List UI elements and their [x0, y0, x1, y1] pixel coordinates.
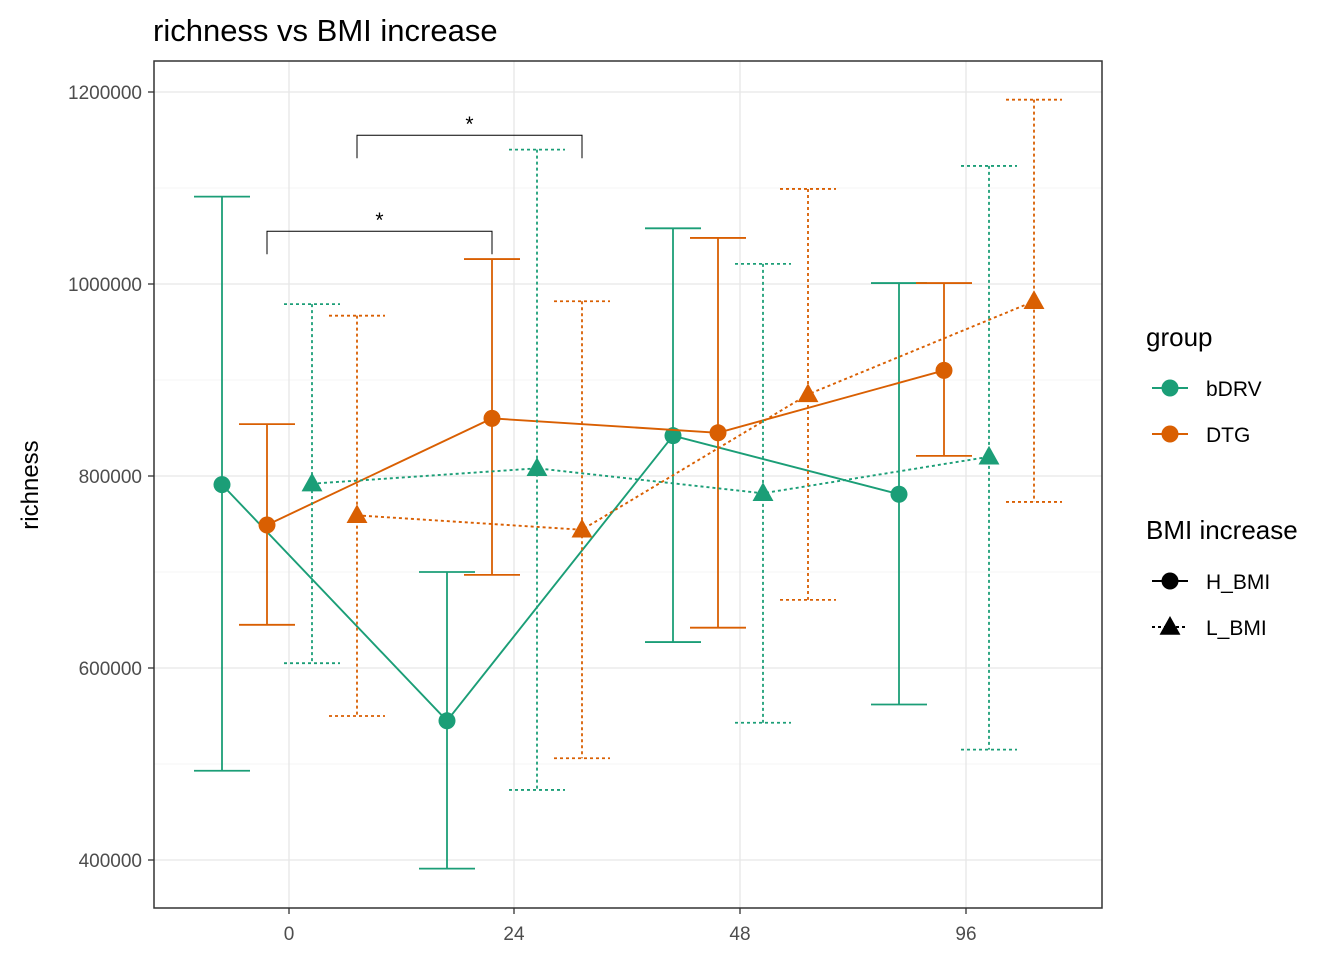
series-dtg-h-bmi	[239, 237, 972, 629]
plot-panel-border	[153, 60, 1103, 909]
legend-item-dtg: DTG	[1152, 424, 1250, 447]
series-bdrv-h-bmi	[194, 195, 927, 870]
x-tick-label: 0	[284, 924, 295, 945]
x-tick-label: 96	[955, 924, 976, 945]
x-axis: 0 24 48 96	[284, 908, 977, 945]
legend-label: bDRV	[1206, 378, 1262, 401]
data-point	[709, 424, 727, 442]
significance-label: *	[465, 113, 473, 136]
series-line	[356, 300, 1035, 531]
legend-bmi-title: BMI increase	[1146, 515, 1298, 545]
data-point	[258, 516, 276, 534]
plot-grid	[154, 61, 1102, 908]
series-dtg-l-bmi	[329, 98, 1062, 760]
y-tick-label: 400000	[79, 851, 142, 872]
series-layer	[194, 98, 1062, 870]
data-point	[438, 712, 456, 730]
data-point	[935, 361, 953, 379]
legend-item-h-bmi: H_BMI	[1152, 571, 1270, 594]
legend-label: DTG	[1206, 424, 1250, 447]
significance-bracket: *	[266, 209, 493, 255]
y-tick-label: 1000000	[68, 275, 142, 296]
data-point	[213, 476, 231, 494]
significance-bracket: *	[356, 113, 583, 159]
series-line	[311, 455, 990, 495]
error-bar	[961, 165, 1017, 751]
legend-item-bdrv: bDRV	[1152, 378, 1262, 401]
data-point	[526, 457, 548, 477]
data-point	[346, 504, 368, 524]
legend-key-marker	[1161, 572, 1179, 590]
legend-label: L_BMI	[1206, 617, 1267, 640]
legend-key-marker	[1161, 425, 1179, 443]
y-tick-label: 800000	[79, 467, 142, 488]
data-point	[890, 485, 908, 503]
data-point	[571, 518, 593, 538]
chart-title: richness vs BMI increase	[153, 13, 498, 48]
error-bar	[1006, 98, 1062, 503]
x-tick-label: 24	[503, 924, 525, 945]
series-line	[266, 369, 945, 526]
data-point	[978, 445, 1000, 465]
bracket-line	[266, 230, 493, 255]
legend-key-marker	[1161, 379, 1179, 397]
significance-label: *	[375, 209, 383, 232]
legend-key-marker	[1159, 616, 1181, 635]
data-point	[752, 482, 774, 501]
data-point	[797, 383, 819, 403]
legend-label: H_BMI	[1206, 571, 1270, 594]
legend-group-title: group	[1146, 322, 1213, 352]
data-point	[1023, 290, 1045, 309]
x-tick-label: 48	[729, 924, 750, 945]
series-bdrv-l-bmi	[284, 148, 1017, 791]
y-axis: 400000 600000 800000 1000000 1200000	[68, 83, 154, 872]
data-point	[483, 409, 501, 427]
legend-item-l-bmi: L_BMI	[1152, 616, 1267, 640]
data-point	[664, 427, 682, 445]
annotation-layer: **	[266, 113, 583, 255]
y-tick-label: 1200000	[68, 83, 142, 104]
y-tick-label: 600000	[79, 659, 142, 680]
series-line	[221, 434, 900, 723]
bracket-line	[356, 134, 583, 159]
legend: group BMI increase bDRV DTG H_BMI L_BMI	[1146, 322, 1298, 640]
data-point	[301, 472, 323, 492]
y-axis-title: richness	[17, 440, 44, 529]
